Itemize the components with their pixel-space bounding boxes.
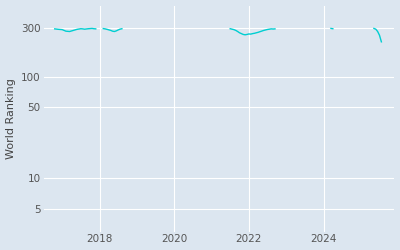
Y-axis label: World Ranking: World Ranking	[6, 78, 16, 159]
